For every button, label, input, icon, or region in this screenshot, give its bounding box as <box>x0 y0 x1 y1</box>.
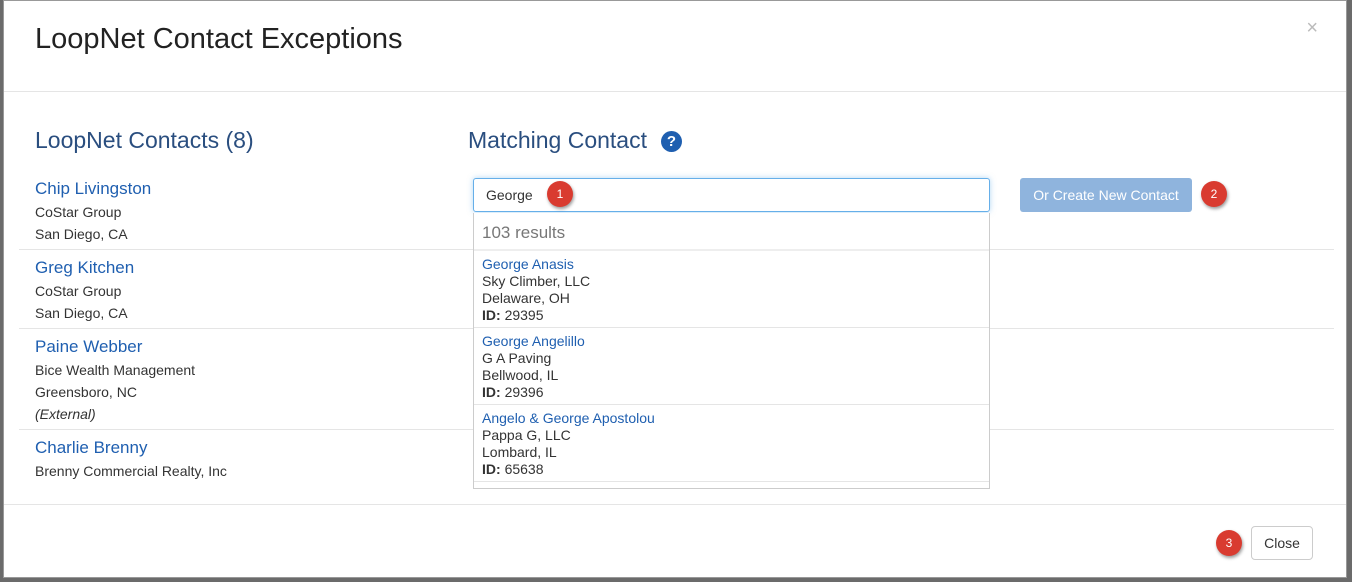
result-id-label: ID: <box>482 307 501 323</box>
contact-company: Bice Wealth Management <box>35 362 196 378</box>
modal-footer: 3 Close <box>4 504 1346 578</box>
contact-company: CoStar Group <box>35 283 122 299</box>
result-id-value: 29395 <box>504 307 544 323</box>
contact-item: Charlie Brenny Brenny Commercial Realty,… <box>19 430 1334 486</box>
result-location: Bellwood, IL <box>482 367 559 383</box>
create-new-contact-button[interactable]: Or Create New Contact <box>1020 178 1192 212</box>
contact-note: (External) <box>35 406 96 422</box>
search-results-dropdown: 103 results George Anasis Sky Climber, L… <box>473 213 990 489</box>
contact-exceptions-modal: LoopNet Contact Exceptions × LoopNet Con… <box>3 0 1347 578</box>
result-id-value: 29396 <box>504 384 544 400</box>
result-id-value: 65638 <box>504 461 544 477</box>
contact-company: Brenny Commercial Realty, Inc <box>35 463 227 479</box>
annotation-badge-2: 2 <box>1201 181 1227 207</box>
matching-contact-label: Matching Contact <box>468 127 647 153</box>
result-name[interactable]: George Anasis <box>482 256 574 272</box>
result-id-label: ID: <box>482 384 501 400</box>
annotation-badge-3: 3 <box>1216 530 1242 556</box>
contact-name[interactable]: Chip Livingston <box>35 179 152 198</box>
result-id: ID: 29395 <box>482 307 981 324</box>
modal-title: LoopNet Contact Exceptions <box>35 23 403 55</box>
result-name[interactable]: George Angelillo <box>482 333 585 349</box>
search-result-item[interactable]: George Angelillo G A Paving Bellwood, IL… <box>474 328 989 405</box>
results-count: 103 results <box>474 213 989 251</box>
result-company: G A Paving <box>482 350 552 366</box>
result-location: Delaware, OH <box>482 290 570 306</box>
close-icon[interactable]: × <box>1306 17 1318 39</box>
contact-location: Greensboro, NC <box>35 384 137 400</box>
result-id-label: ID: <box>482 461 501 477</box>
contact-company: CoStar Group <box>35 204 122 220</box>
matching-contact-heading: Matching Contact? <box>468 127 682 154</box>
help-icon[interactable]: ? <box>660 131 682 152</box>
result-location: Lombard, IL <box>482 444 557 460</box>
contact-location: San Diego, CA <box>35 226 128 242</box>
search-result-item[interactable]: George Anasis Sky Climber, LLC Delaware,… <box>474 251 989 328</box>
annotation-badge-1: 1 <box>547 181 573 207</box>
result-id: ID: 65638 <box>482 461 981 478</box>
close-button[interactable]: Close <box>1251 526 1313 560</box>
contact-name[interactable]: Paine Webber <box>35 337 143 356</box>
contact-name[interactable]: Charlie Brenny <box>35 438 148 457</box>
result-company: Sky Climber, LLC <box>482 273 591 289</box>
contact-name[interactable]: Greg Kitchen <box>35 258 135 277</box>
result-name[interactable]: Angelo & George Apostolou <box>482 410 655 426</box>
loopnet-contacts-heading: LoopNet Contacts (8) <box>35 127 254 153</box>
result-company: Pappa G, LLC <box>482 427 571 443</box>
search-result-item[interactable]: Angelo & George Apostolou Pappa G, LLC L… <box>474 405 989 482</box>
result-id: ID: 29396 <box>482 384 981 401</box>
modal-header: LoopNet Contact Exceptions × <box>4 1 1346 92</box>
contact-location: San Diego, CA <box>35 305 128 321</box>
